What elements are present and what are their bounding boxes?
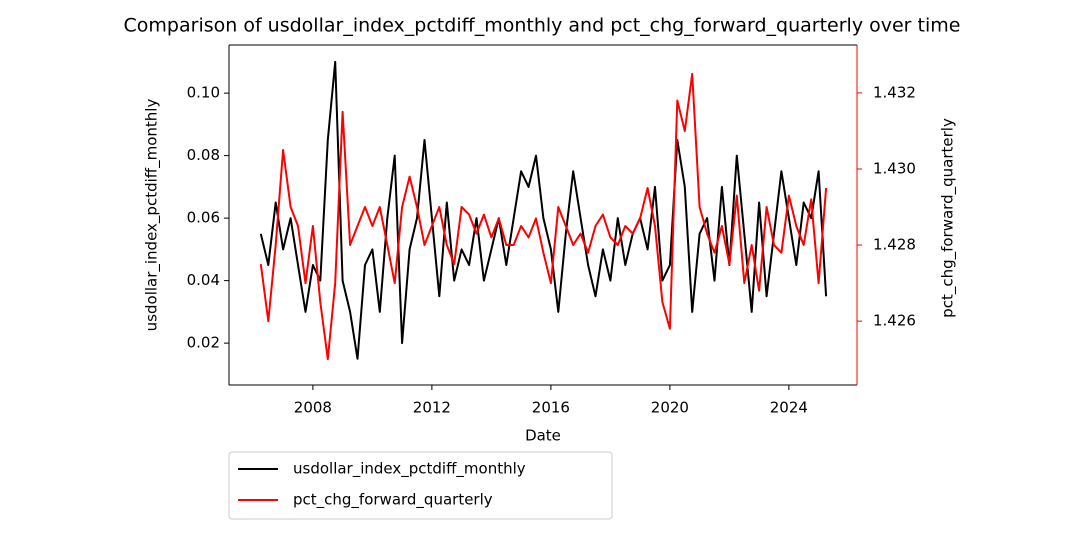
y2-tick-label: 1.430	[873, 159, 916, 177]
legend-label: usdollar_index_pctdiff_monthly	[293, 460, 526, 479]
x-tick-label: 2020	[651, 399, 689, 417]
series-line	[259, 72, 828, 361]
series-line	[259, 60, 828, 360]
legend-label: pct_chg_forward_quarterly	[293, 491, 493, 510]
y2-tick-label: 1.428	[873, 236, 916, 254]
y-axis-label: usdollar_index_pctdiff_monthly	[143, 99, 162, 332]
legend: usdollar_index_pctdiff_monthly pct_chg_fo…	[228, 451, 613, 520]
y-tick-label: 0.02	[187, 334, 220, 352]
y2-tick-label: 1.426	[873, 312, 916, 330]
y-tick-label: 0.10	[187, 84, 220, 102]
legend-box	[228, 451, 613, 520]
x-tick-label: 2024	[770, 399, 808, 417]
y-tick-label: 0.06	[187, 209, 220, 227]
x-axis-label: Date	[525, 427, 561, 445]
y-tick-label: 0.04	[187, 271, 220, 289]
x-tick-label: 2012	[413, 399, 451, 417]
x-tick-label: 2016	[532, 399, 570, 417]
y2-tick-label: 1.432	[873, 83, 916, 101]
y-tick-label: 0.08	[187, 146, 220, 164]
y2-axis-label: pct_chg_forward_quarterly	[939, 118, 958, 318]
x-tick-label: 2008	[294, 399, 332, 417]
chart-title: Comparison of usdollar_index_pctdiff_mon…	[124, 15, 961, 37]
